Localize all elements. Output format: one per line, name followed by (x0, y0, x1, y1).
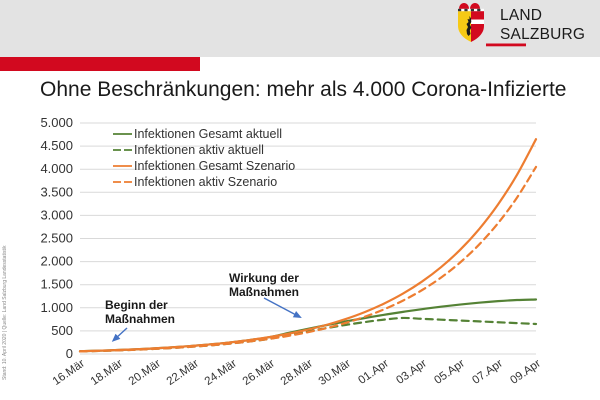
svg-text:07.Apr: 07.Apr (470, 358, 505, 387)
svg-text:2.500: 2.500 (40, 231, 73, 246)
svg-text:30.Mär: 30.Mär (317, 358, 353, 388)
svg-text:26.Mär: 26.Mär (241, 358, 277, 388)
svg-text:18.Mär: 18.Mär (89, 358, 125, 388)
svg-text:2.000: 2.000 (40, 254, 73, 269)
svg-text:22.Mär: 22.Mär (165, 358, 201, 388)
svg-text:20.Mär: 20.Mär (127, 358, 163, 388)
svg-text:Infektionen Gesamt aktuell: Infektionen Gesamt aktuell (134, 127, 282, 141)
svg-text:1.000: 1.000 (40, 300, 73, 315)
svg-text:4.000: 4.000 (40, 161, 73, 176)
svg-text:Infektionen aktiv Szenario: Infektionen aktiv Szenario (134, 175, 277, 189)
svg-text:24.Mär: 24.Mär (203, 358, 239, 388)
svg-text:09.Apr: 09.Apr (508, 358, 543, 387)
svg-text:500: 500 (51, 323, 73, 338)
svg-text:3.500: 3.500 (40, 184, 73, 199)
svg-text:Infektionen aktiv aktuell: Infektionen aktiv aktuell (134, 143, 264, 157)
svg-text:LAND: LAND (500, 7, 542, 24)
svg-text:5.000: 5.000 (40, 115, 73, 130)
svg-text:05.Apr: 05.Apr (432, 358, 467, 387)
svg-text:28.Mär: 28.Mär (279, 358, 315, 388)
svg-text:4.500: 4.500 (40, 138, 73, 153)
svg-text:1.500: 1.500 (40, 277, 73, 292)
svg-text:03.Apr: 03.Apr (394, 358, 429, 387)
svg-text:SALZBURG: SALZBURG (500, 26, 585, 43)
svg-text:Infektionen Gesamt Szenario: Infektionen Gesamt Szenario (134, 159, 295, 173)
svg-text:16.Mär: 16.Mär (51, 358, 87, 388)
svg-text:0: 0 (66, 346, 73, 361)
svg-text:3.000: 3.000 (40, 207, 73, 222)
svg-text:01.Apr: 01.Apr (356, 358, 391, 387)
